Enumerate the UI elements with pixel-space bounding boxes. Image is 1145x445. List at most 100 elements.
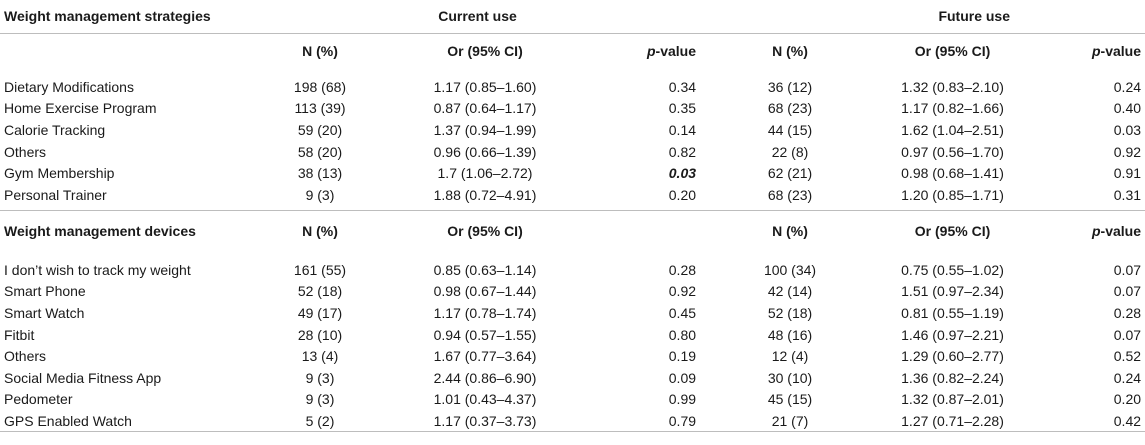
current-n-cell: 49 (17): [297, 305, 343, 322]
future-n-cell: 44 (15): [767, 121, 813, 138]
future-or-cell: 1.27 (0.71–2.28): [880, 410, 1026, 433]
future-p-header: p-value: [1025, 33, 1145, 68]
current-n-cell: 13 (4): [301, 348, 339, 365]
table-row: GPS Enabled Watch 5 (2) 1.17 (0.37–3.73) 0.…: [0, 410, 1145, 433]
current-or-cell: 0.85 (0.63–1.14): [433, 261, 537, 278]
future-p-cell: 0.42: [1025, 410, 1145, 433]
devices-body: I don’t wish to track my weight 161 (55) 0…: [0, 259, 1145, 433]
future-or-cell: 0.75 (0.55–1.02): [901, 261, 1004, 278]
future-p-cell: 0.40: [1113, 100, 1142, 117]
row-label: Social Media Fitness App: [4, 369, 162, 386]
row-label: Dietary Modifications: [4, 78, 134, 95]
current-or-cell: 1.67 (0.77–3.64): [433, 348, 537, 365]
future-p-cell: 0.07: [1113, 326, 1142, 343]
current-or-cell: 1.17 (0.78–1.74): [433, 305, 537, 322]
table-row: Smart Phone 52 (18) 0.98 (0.67–1.44) 0.92 42…: [0, 281, 1145, 303]
row-label: Others: [4, 143, 47, 160]
table-row: Social Media Fitness App 9 (3) 2.44 (0.86–…: [0, 367, 1145, 389]
current-or-cell: 0.96 (0.66–1.39): [433, 143, 537, 160]
table-row: Gym Membership 38 (13) 1.7 (1.06–2.72) 0.03…: [0, 162, 1145, 184]
future-n-cell: 68 (23): [767, 100, 813, 117]
table-row: Personal Trainer 9 (3) 1.88 (0.72–4.91) 0.2…: [0, 184, 1145, 206]
future-or-cell: 1.20 (0.85–1.71): [901, 186, 1004, 203]
p-italic-label: p: [1091, 222, 1101, 239]
weight-management-table: Weight management strategies Current use…: [0, 0, 1145, 433]
devices-future-or-header: Or (95% CI): [914, 222, 991, 239]
current-or-cell: 1.01 (0.43–4.37): [433, 391, 537, 408]
current-or-cell: 1.7 (1.06–2.72): [437, 165, 533, 182]
current-n-cell: 9 (3): [305, 186, 335, 203]
current-p-cell: 0.14: [668, 121, 697, 138]
p-italic-label: p: [1091, 42, 1101, 59]
future-or-cell: 0.98 (0.68–1.41): [901, 165, 1004, 182]
group-header-row: Weight management strategies Current use…: [0, 0, 1145, 33]
current-n-cell: 113 (39): [294, 100, 346, 117]
current-n-cell: 59 (20): [297, 121, 343, 138]
future-n-cell: 12 (4): [771, 348, 809, 365]
current-or-header: Or (95% CI): [447, 42, 523, 59]
future-use-header: Future use: [938, 8, 1011, 25]
current-or-cell: 0.94 (0.57–1.55): [433, 326, 537, 343]
row-label: Fitbit: [4, 326, 35, 343]
current-p-cell: 0.09: [668, 369, 697, 386]
future-p-cell: 0.24: [1113, 369, 1142, 386]
current-p-cell: 0.35: [668, 100, 697, 117]
current-n-cell: 28 (10): [297, 326, 343, 343]
current-or-cell: 1.37 (0.94–1.99): [433, 121, 537, 138]
future-n-header: N (%): [772, 42, 808, 59]
future-n-cell: 36 (12): [767, 78, 813, 95]
future-p-cell: 0.24: [1113, 78, 1142, 95]
empty-header-cell: [585, 210, 700, 251]
table-row: Pedometer 9 (3) 1.01 (0.43–4.37) 0.99 45 (15…: [0, 389, 1145, 411]
future-n-cell: 21 (7): [700, 410, 881, 433]
current-p-cell: 0.20: [668, 186, 697, 203]
column-header-row: N (%) Or (95% CI) p-value N (%) Or (95% …: [0, 33, 1145, 68]
future-n-cell: 48 (16): [767, 326, 813, 343]
current-p-cell: 0.19: [668, 348, 697, 365]
future-p-cell: 0.52: [1113, 348, 1142, 365]
row-label: Smart Watch: [4, 305, 85, 322]
future-p-cell: 0.20: [1113, 391, 1142, 408]
future-or-cell: 1.36 (0.82–2.24): [901, 369, 1004, 386]
row-label: Pedometer: [4, 391, 73, 408]
row-label: Home Exercise Program: [4, 100, 157, 117]
current-p-cell: 0.92: [668, 283, 697, 300]
future-p-cell: 0.03: [1113, 121, 1142, 138]
current-n-cell: 58 (20): [297, 143, 343, 160]
current-or-cell: 0.98 (0.67–1.44): [433, 283, 537, 300]
devices-section-title: Weight management devices: [4, 222, 196, 239]
future-p-cell: 0.91: [1113, 165, 1142, 182]
row-label: Others: [4, 348, 47, 365]
current-n-cell: 38 (13): [297, 165, 343, 182]
future-or-cell: 1.32 (0.83–2.10): [901, 78, 1004, 95]
strategies-section-title: Weight management strategies: [4, 8, 211, 25]
future-n-cell: 68 (23): [767, 186, 813, 203]
future-n-cell: 30 (10): [767, 369, 813, 386]
current-n-cell: 161 (55): [293, 261, 347, 278]
table-row: Home Exercise Program 113 (39) 0.87 (0.64–…: [0, 98, 1145, 120]
table-row: Smart Watch 49 (17) 1.17 (0.78–1.74) 0.45 52…: [0, 302, 1145, 324]
devices-future-n-header: N (%): [772, 222, 808, 239]
future-p-cell: 0.31: [1113, 186, 1142, 203]
future-p-cell: 0.07: [1113, 261, 1142, 278]
row-label: GPS Enabled Watch: [0, 410, 255, 433]
p-suffix-label: -value: [1100, 222, 1142, 239]
current-p-cell: 0.99: [668, 391, 697, 408]
current-n-cell: 198 (68): [293, 78, 347, 95]
current-n-cell: 9 (3): [305, 391, 335, 408]
table-row: Others 13 (4) 1.67 (0.77–3.64) 0.19 12 (4) 1.…: [0, 345, 1145, 367]
devices-current-or-header: Or (95% CI): [447, 222, 523, 239]
current-n-cell: 9 (3): [305, 369, 335, 386]
current-or-cell: 1.17 (0.85–1.60): [433, 78, 537, 95]
current-p-cell: 0.45: [668, 305, 697, 322]
table-row: Calorie Tracking 59 (20) 1.37 (0.94–1.99) 0…: [0, 119, 1145, 141]
future-n-cell: 42 (14): [767, 283, 813, 300]
p-suffix-label: -value: [1100, 42, 1142, 59]
future-or-cell: 1.51 (0.97–2.34): [901, 283, 1004, 300]
current-p-cell: 0.80: [668, 326, 697, 343]
row-label: Calorie Tracking: [4, 121, 106, 138]
row-label: I don’t wish to track my weight: [4, 261, 191, 278]
devices-future-p-header: p-value: [1025, 210, 1145, 251]
future-or-cell: 0.97 (0.56–1.70): [901, 143, 1004, 160]
future-or-cell: 0.81 (0.55–1.19): [901, 305, 1004, 322]
